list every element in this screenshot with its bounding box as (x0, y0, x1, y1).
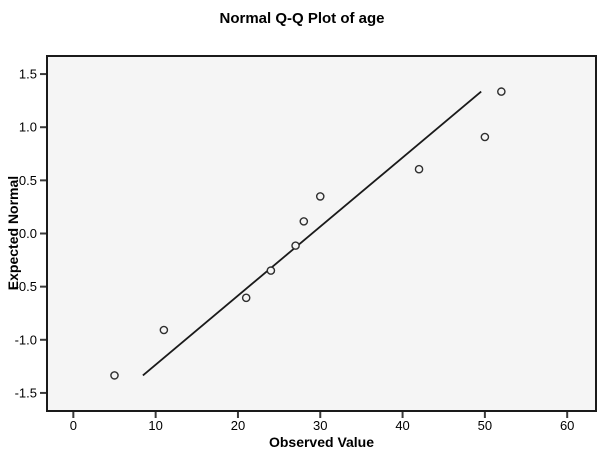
x-tick-label: 30 (313, 418, 327, 433)
x-axis-label: Observed Value (268, 434, 375, 450)
y-tick-label: 1.5 (19, 67, 37, 82)
y-tick-label: -1.5 (15, 385, 37, 400)
y-tick-label: -1.0 (15, 332, 37, 347)
x-tick-label: 50 (478, 418, 492, 433)
data-point (159, 325, 169, 335)
x-tick-label: 20 (231, 418, 245, 433)
data-point (291, 241, 300, 250)
data-point (241, 293, 251, 303)
y-tick-label: 0.0 (19, 226, 37, 241)
y-tick-label: -0.5 (15, 279, 37, 294)
data-point (299, 217, 309, 226)
data-point (480, 132, 490, 142)
data-point (315, 192, 325, 201)
data-point (414, 164, 424, 174)
x-tick-label: 0 (70, 418, 77, 433)
y-axis-label: Expected Normal (5, 175, 21, 291)
x-tick-label: 40 (395, 418, 409, 433)
reference-line (142, 90, 482, 377)
y-tick-label: 0.5 (19, 173, 37, 188)
y-tick-label: 1.0 (19, 120, 37, 135)
plot-frame (46, 55, 597, 412)
data-point (110, 371, 119, 380)
chart-title: Normal Q-Q Plot of age (219, 10, 385, 27)
x-tick-label: 60 (560, 418, 574, 433)
data-point (266, 266, 276, 275)
x-tick-label: 10 (148, 418, 162, 433)
data-point (497, 87, 506, 96)
